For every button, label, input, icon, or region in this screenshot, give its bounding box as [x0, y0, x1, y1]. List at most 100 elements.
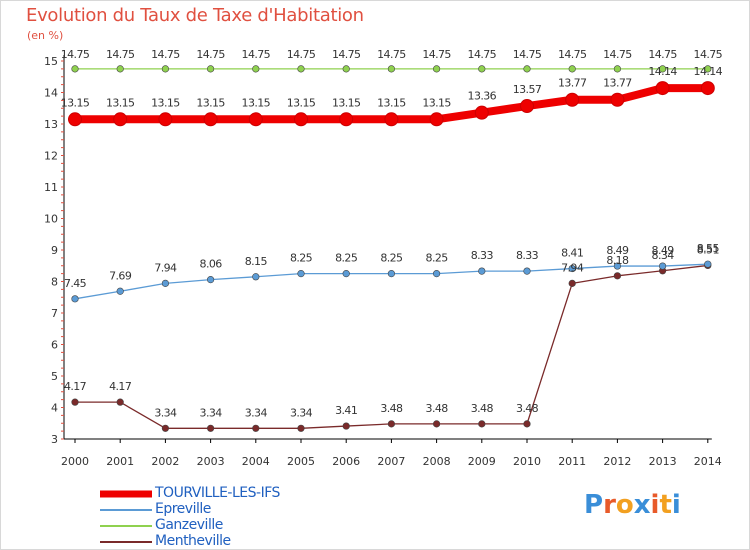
data-label-mentheville: 3.34 — [200, 406, 223, 419]
y-tick-label: 11 — [44, 181, 58, 194]
data-label-mentheville: 3.48 — [471, 402, 494, 415]
data-label-epreville: 8.25 — [380, 252, 403, 265]
data-label-mentheville: 4.17 — [64, 380, 87, 393]
data-label-tourville-les-ifs: 13.15 — [332, 96, 361, 109]
data-label-mentheville: 3.34 — [154, 406, 177, 419]
x-tick-label: 2010 — [513, 455, 541, 468]
x-tick-label: 2006 — [332, 455, 360, 468]
data-label-ganzeville: 14.75 — [694, 48, 723, 61]
data-label-mentheville: 4.17 — [109, 380, 132, 393]
data-point-mentheville — [523, 420, 531, 428]
y-tick-label: 8 — [51, 276, 58, 289]
data-point-tourville-les-ifs — [203, 112, 218, 127]
data-label-ganzeville: 14.75 — [377, 48, 406, 61]
data-label-tourville-les-ifs: 13.15 — [377, 96, 406, 109]
data-label-ganzeville: 14.75 — [468, 48, 497, 61]
data-label-ganzeville: 14.75 — [61, 48, 90, 61]
data-point-mentheville — [116, 398, 124, 406]
proxiti-logo[interactable]: Proxiti — [584, 490, 681, 520]
data-point-ganzeville — [342, 65, 350, 73]
data-point-epreville — [568, 264, 576, 273]
data-point-epreville — [161, 279, 169, 287]
x-tick-label: 2000 — [61, 455, 89, 468]
data-label-epreville: 8.49 — [606, 244, 629, 257]
data-point-epreville — [252, 273, 260, 281]
y-tick-label: 3 — [51, 433, 58, 446]
data-point-epreville — [704, 260, 712, 268]
data-point-tourville-les-ifs — [655, 81, 670, 96]
data-point-tourville-les-ifs — [113, 112, 128, 127]
data-point-tourville-les-ifs — [429, 112, 444, 127]
data-point-mentheville — [297, 424, 305, 432]
y-tick-label: 14 — [44, 87, 58, 100]
data-point-ganzeville — [613, 65, 622, 73]
data-point-ganzeville — [478, 65, 486, 73]
y-tick-label: 15 — [44, 55, 58, 68]
data-label-ganzeville: 14.75 — [603, 48, 632, 61]
x-tick-label: 2004 — [242, 455, 270, 468]
data-point-epreville — [658, 262, 667, 270]
data-label-mentheville: 3.34 — [245, 406, 268, 419]
data-point-epreville — [207, 276, 215, 284]
data-label-epreville: 8.25 — [335, 252, 358, 265]
data-label-ganzeville: 14.75 — [513, 48, 542, 61]
data-label-mentheville: 7.94 — [561, 261, 584, 274]
data-point-tourville-les-ifs — [474, 105, 489, 120]
data-point-mentheville — [342, 422, 350, 430]
data-label-mentheville: 3.48 — [380, 402, 403, 415]
data-point-tourville-les-ifs — [520, 99, 534, 114]
x-tick-label: 2003 — [197, 455, 225, 468]
data-point-ganzeville — [387, 65, 396, 73]
y-tick-label: 12 — [44, 150, 58, 163]
data-label-epreville: 8.55 — [697, 242, 720, 255]
data-label-tourville-les-ifs: 13.15 — [287, 96, 316, 109]
data-label-tourville-les-ifs: 13.15 — [61, 96, 90, 109]
data-point-mentheville — [568, 279, 576, 287]
y-tick-label: 13 — [44, 118, 58, 131]
data-label-mentheville: 3.34 — [290, 406, 313, 419]
legend-label-ganzeville: Ganzeville — [155, 517, 223, 533]
data-label-mentheville: 3.48 — [516, 402, 539, 415]
data-label-epreville: 7.45 — [64, 277, 87, 290]
data-label-ganzeville: 14.75 — [648, 48, 677, 61]
x-tick-label: 2007 — [377, 455, 405, 468]
data-point-epreville — [387, 270, 396, 278]
data-label-ganzeville: 14.75 — [422, 48, 451, 61]
data-label-tourville-les-ifs: 13.15 — [151, 96, 180, 109]
data-label-epreville: 8.25 — [290, 252, 313, 265]
data-label-ganzeville: 14.75 — [242, 48, 271, 61]
data-point-epreville — [613, 262, 622, 270]
y-tick-label: 9 — [51, 244, 58, 257]
data-point-mentheville — [613, 272, 622, 280]
y-tick-label: 5 — [51, 370, 58, 383]
data-point-ganzeville — [433, 65, 441, 73]
x-tick-label: 2012 — [603, 455, 631, 468]
data-label-epreville: 8.25 — [426, 252, 449, 265]
x-tick-label: 2001 — [106, 455, 134, 468]
data-point-epreville — [116, 287, 124, 295]
data-label-epreville: 8.49 — [652, 244, 675, 257]
data-point-ganzeville — [523, 65, 531, 73]
data-point-mentheville — [433, 420, 441, 428]
data-point-mentheville — [252, 424, 260, 432]
data-label-mentheville: 8.18 — [606, 254, 629, 267]
x-tick-label: 2005 — [287, 455, 315, 468]
data-point-tourville-les-ifs — [294, 112, 308, 127]
data-label-epreville: 7.94 — [154, 261, 177, 274]
data-point-epreville — [523, 267, 531, 275]
data-label-tourville-les-ifs: 13.15 — [106, 96, 135, 109]
x-tick-label: 2014 — [694, 455, 722, 468]
data-label-epreville: 8.06 — [200, 258, 223, 271]
data-point-tourville-les-ifs — [158, 112, 173, 127]
data-point-mentheville — [161, 424, 169, 432]
data-point-tourville-les-ifs — [384, 112, 399, 127]
data-label-tourville-les-ifs: 14.14 — [694, 65, 723, 78]
data-point-epreville — [433, 270, 441, 278]
data-point-tourville-les-ifs — [700, 81, 715, 96]
data-point-mentheville — [478, 420, 486, 428]
x-tick-label: 2008 — [423, 455, 451, 468]
x-tick-label: 2011 — [558, 455, 586, 468]
legend-label-mentheville: Mentheville — [155, 533, 231, 549]
data-label-tourville-les-ifs: 13.15 — [422, 96, 451, 109]
